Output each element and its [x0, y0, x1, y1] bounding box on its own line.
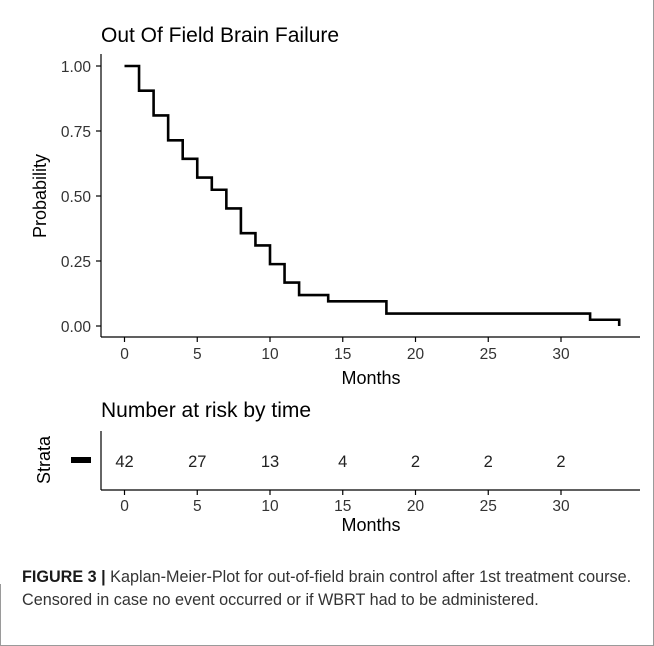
km-plot-title: Out Of Field Brain Failure: [101, 24, 339, 47]
km-x-tick-label: 0: [120, 346, 129, 363]
km-x-tick-label: 20: [407, 346, 425, 363]
risk-count: 4: [338, 453, 347, 471]
risk-table-x-axis-label: Months: [341, 515, 400, 535]
risk-count: 27: [188, 453, 206, 471]
km-y-tick-label: 1.00: [61, 59, 92, 76]
risk-table-y-axis-label: Strata: [34, 435, 54, 484]
km-y-tick-label: 0.75: [61, 124, 91, 141]
figure-caption: FIGURE 3 | Kaplan-Meier-Plot for out-of-…: [22, 566, 642, 612]
risk-count: 2: [484, 453, 493, 471]
risk-table-title: Number at risk by time: [101, 399, 311, 422]
km-x-tick-label: 30: [552, 346, 570, 363]
km-x-tick-label: 25: [480, 346, 497, 363]
risk-x-tick-label: 10: [261, 498, 279, 515]
risk-x-tick-label: 25: [480, 498, 497, 515]
km-x-tick-label: 15: [334, 346, 351, 363]
km-y-tick-label: 0.25: [61, 254, 91, 271]
risk-count: 2: [411, 453, 420, 471]
caption-label: FIGURE 3 |: [22, 568, 106, 586]
km-plot-x-axis-label: Months: [341, 368, 400, 388]
risk-x-tick-label: 0: [120, 498, 129, 515]
caption-text: Kaplan-Meier-Plot for out-of-field brain…: [22, 568, 631, 609]
risk-x-tick-label: 20: [407, 498, 425, 515]
risk-x-tick-label: 30: [552, 498, 570, 515]
km-x-tick-label: 5: [193, 346, 202, 363]
risk-x-tick-label: 15: [334, 498, 351, 515]
km-y-tick-label: 0.50: [61, 189, 92, 206]
risk-count: 2: [556, 453, 565, 471]
strata-legend-key: [71, 457, 91, 463]
risk-x-tick-label: 5: [193, 498, 202, 515]
risk-count: 13: [261, 453, 279, 471]
risk-count: 42: [115, 453, 133, 471]
km-x-tick-label: 10: [261, 346, 279, 363]
km-y-tick-label: 0.00: [61, 319, 92, 336]
km-plot-y-axis-label: Probability: [30, 154, 50, 238]
km-survival-curve: [125, 66, 620, 326]
